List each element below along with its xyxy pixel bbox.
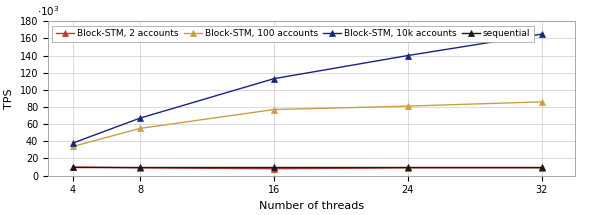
Block-STM, 2 accounts bbox=[538, 167, 545, 169]
Block-STM, 100 accounts bbox=[270, 108, 277, 111]
Block-STM, 10k accounts bbox=[70, 142, 77, 144]
Block-STM, 100 accounts bbox=[136, 127, 143, 130]
Block-STM, 10k accounts bbox=[538, 33, 545, 35]
Line: Block-STM, 2 accounts: Block-STM, 2 accounts bbox=[70, 164, 544, 172]
sequential bbox=[404, 165, 412, 168]
sequential bbox=[270, 165, 277, 168]
sequential bbox=[136, 165, 143, 168]
Y-axis label: TPS: TPS bbox=[4, 88, 14, 109]
sequential bbox=[70, 165, 77, 168]
sequential bbox=[538, 165, 545, 168]
Block-STM, 100 accounts bbox=[70, 145, 77, 148]
Block-STM, 10k accounts bbox=[136, 117, 143, 119]
Block-STM, 100 accounts bbox=[538, 101, 545, 103]
X-axis label: Number of threads: Number of threads bbox=[259, 201, 364, 211]
Block-STM, 10k accounts bbox=[404, 54, 412, 57]
Block-STM, 10k accounts bbox=[270, 77, 277, 80]
Block-STM, 2 accounts bbox=[136, 167, 143, 169]
Line: sequential: sequential bbox=[70, 164, 544, 169]
Line: Block-STM, 10k accounts: Block-STM, 10k accounts bbox=[70, 31, 544, 146]
Line: Block-STM, 100 accounts: Block-STM, 100 accounts bbox=[70, 99, 544, 149]
Block-STM, 2 accounts bbox=[270, 167, 277, 170]
Block-STM, 2 accounts bbox=[404, 167, 412, 169]
Legend: Block-STM, 2 accounts, Block-STM, 100 accounts, Block-STM, 10k accounts, sequent: Block-STM, 2 accounts, Block-STM, 100 ac… bbox=[52, 26, 534, 42]
Block-STM, 2 accounts bbox=[70, 166, 77, 168]
Text: $\cdot10^3$: $\cdot10^3$ bbox=[37, 4, 60, 18]
Block-STM, 100 accounts bbox=[404, 105, 412, 108]
